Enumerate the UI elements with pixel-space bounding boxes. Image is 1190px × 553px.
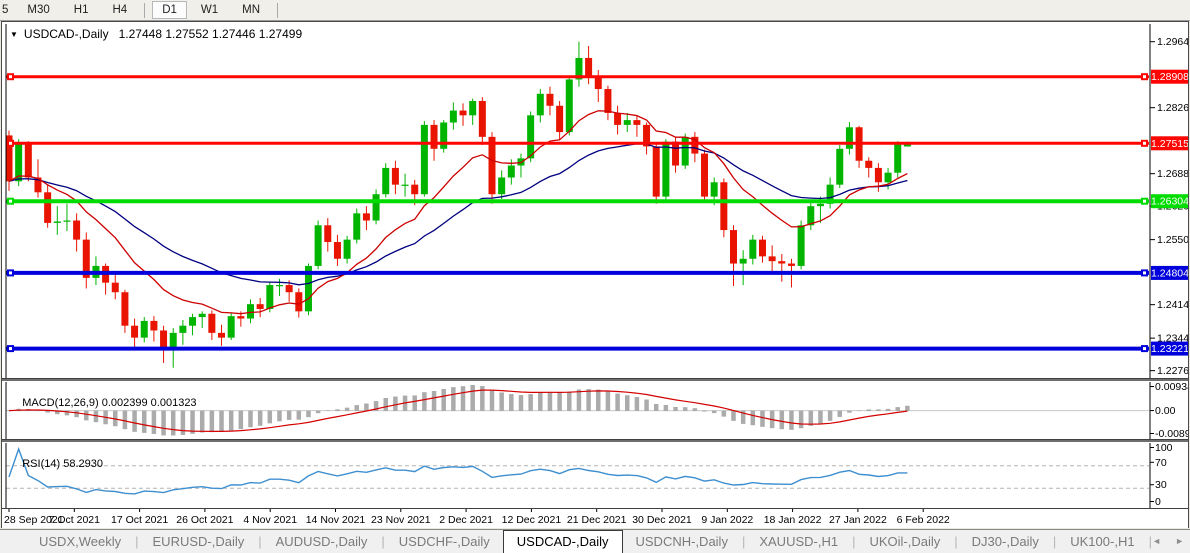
symbol-tab-eurusd-daily[interactable]: EURUSD-,Daily bbox=[152, 534, 245, 549]
svg-text:-0.00890: -0.00890 bbox=[1155, 428, 1188, 440]
svg-text:0: 0 bbox=[1155, 496, 1161, 508]
svg-text:4 Nov 2021: 4 Nov 2021 bbox=[243, 514, 297, 526]
svg-text:1.22760: 1.22760 bbox=[1157, 365, 1188, 377]
svg-text:23 Nov 2021: 23 Nov 2021 bbox=[371, 514, 431, 526]
svg-text:1.24804: 1.24804 bbox=[1151, 267, 1188, 279]
svg-text:0.00: 0.00 bbox=[1155, 405, 1176, 417]
svg-text:6 Feb 2022: 6 Feb 2022 bbox=[897, 514, 950, 526]
tabs-scroll-left-icon[interactable]: ◄ bbox=[1152, 536, 1162, 546]
svg-text:27 Jan 2022: 27 Jan 2022 bbox=[829, 514, 887, 526]
svg-text:18 Jan 2022: 18 Jan 2022 bbox=[764, 514, 822, 526]
rsi-value: 58.2930 bbox=[63, 458, 103, 470]
chart-window: 1.296401.282601.268801.262001.255001.241… bbox=[1, 21, 1189, 528]
symbol-tab-usdcad-daily[interactable]: USDCAD-,Daily bbox=[502, 530, 623, 553]
chart-ohlc-values: 1.27448 1.27552 1.27446 1.27499 bbox=[118, 27, 303, 41]
svg-text:2 Dec 2021: 2 Dec 2021 bbox=[439, 514, 493, 526]
symbol-tab-ukoil-daily[interactable]: UKOil-,Daily bbox=[869, 534, 941, 549]
symbol-tab-usdx-weekly[interactable]: USDX,Weekly bbox=[39, 534, 122, 549]
chart-title: ▼ USDCAD-,Daily 1.27448 1.27552 1.27446 … bbox=[10, 27, 302, 41]
tab-separator: | bbox=[741, 534, 746, 549]
svg-text:26 Oct 2021: 26 Oct 2021 bbox=[176, 514, 233, 526]
svg-text:0.009345: 0.009345 bbox=[1155, 382, 1188, 393]
symbol-tab-audusd-daily[interactable]: AUDUSD-,Daily bbox=[275, 534, 368, 549]
svg-text:28 Sep 2021: 28 Sep 2021 bbox=[4, 514, 64, 526]
symbol-tab-usdcnh-daily[interactable]: USDCNH-,Daily bbox=[635, 534, 728, 549]
panel-splitter[interactable] bbox=[2, 379, 1188, 381]
toolbar-separator bbox=[277, 2, 279, 18]
timeframe-button-mn[interactable]: MN bbox=[242, 4, 261, 16]
svg-text:1.26304: 1.26304 bbox=[1151, 196, 1188, 208]
macd-signal-value: 0.001323 bbox=[150, 397, 197, 409]
symbol-dropdown-icon[interactable]: ▼ bbox=[10, 29, 18, 39]
svg-text:1.23221: 1.23221 bbox=[1151, 343, 1188, 355]
macd-indicator-label: MACD(12,26,9) 0.002399 0.001323 bbox=[10, 385, 197, 421]
tabs-scroll-right-icon[interactable]: ► bbox=[1175, 536, 1184, 546]
svg-text:17 Oct 2021: 17 Oct 2021 bbox=[111, 514, 168, 526]
timeframe-button-5[interactable]: 5 bbox=[2, 4, 9, 16]
tab-separator: | bbox=[135, 534, 139, 549]
rsi-name: RSI(14) bbox=[22, 458, 61, 470]
svg-text:1.28908: 1.28908 bbox=[1151, 71, 1188, 83]
rsi-indicator-label: RSI(14) 58.2930 bbox=[10, 446, 103, 482]
svg-text:7 Oct 2021: 7 Oct 2021 bbox=[49, 514, 101, 526]
symbol-tab-bar: USDX,Weekly | EURUSD-,Daily | AUDUSD-,Daily |… bbox=[0, 529, 1190, 553]
macd-main-value: 0.002399 bbox=[101, 397, 148, 409]
timeframe-button-h4[interactable]: H4 bbox=[112, 4, 128, 16]
svg-text:70: 70 bbox=[1155, 457, 1167, 469]
timeframe-button-d1[interactable]: D1 bbox=[152, 1, 187, 19]
symbol-tab-dj30-daily[interactable]: DJ30-,Daily bbox=[971, 534, 1039, 549]
tab-separator: | bbox=[1052, 534, 1057, 549]
svg-text:1.28260: 1.28260 bbox=[1157, 102, 1188, 114]
svg-text:14 Nov 2021: 14 Nov 2021 bbox=[306, 514, 366, 526]
svg-text:1.26880: 1.26880 bbox=[1157, 168, 1188, 180]
tab-separator: | bbox=[1148, 534, 1152, 549]
tab-separator: | bbox=[852, 534, 856, 549]
chart-symbol-label: USDCAD-,Daily bbox=[23, 27, 109, 41]
timeframe-button-m30[interactable]: M30 bbox=[27, 4, 50, 16]
toolbar-separator bbox=[144, 2, 146, 18]
svg-text:9 Jan 2022: 9 Jan 2022 bbox=[701, 514, 753, 526]
rsi-canvas[interactable]: 100 70 30 0 bbox=[2, 443, 1188, 509]
macd-name: MACD(12,26,9) bbox=[22, 397, 99, 409]
symbol-tab-xauusd-h1[interactable]: XAUUSD-,H1 bbox=[759, 534, 839, 549]
tab-separator: | bbox=[258, 534, 262, 549]
symbol-tab-usdchf-daily[interactable]: USDCHF-,Daily bbox=[398, 534, 490, 549]
svg-text:1.27515: 1.27515 bbox=[1151, 138, 1188, 150]
svg-text:1.29640: 1.29640 bbox=[1157, 36, 1188, 48]
symbol-tab-uk100-h1[interactable]: UK100-,H1 bbox=[1070, 534, 1135, 549]
svg-text:30 Dec 2021: 30 Dec 2021 bbox=[632, 514, 692, 526]
macd-canvas[interactable]: 0.009345 0.00 -0.00890 bbox=[2, 382, 1188, 440]
tab-separator: | bbox=[381, 534, 385, 549]
panel-splitter[interactable] bbox=[2, 440, 1188, 442]
timeframe-toolbar: 5 M30 H1 H4 D1 W1 MN bbox=[0, 0, 1190, 21]
tab-separator: | bbox=[954, 534, 958, 549]
price-chart-canvas[interactable]: 1.296401.282601.268801.262001.255001.241… bbox=[2, 24, 1188, 379]
svg-text:21 Dec 2021: 21 Dec 2021 bbox=[567, 514, 627, 526]
svg-text:12 Dec 2021: 12 Dec 2021 bbox=[502, 514, 562, 526]
svg-text:30: 30 bbox=[1155, 479, 1167, 491]
timeframe-button-w1[interactable]: W1 bbox=[200, 4, 219, 16]
timeframe-button-h1[interactable]: H1 bbox=[73, 4, 89, 16]
svg-text:1.25500: 1.25500 bbox=[1157, 234, 1188, 246]
svg-text:100: 100 bbox=[1155, 443, 1173, 454]
svg-text:1.24140: 1.24140 bbox=[1157, 299, 1188, 311]
